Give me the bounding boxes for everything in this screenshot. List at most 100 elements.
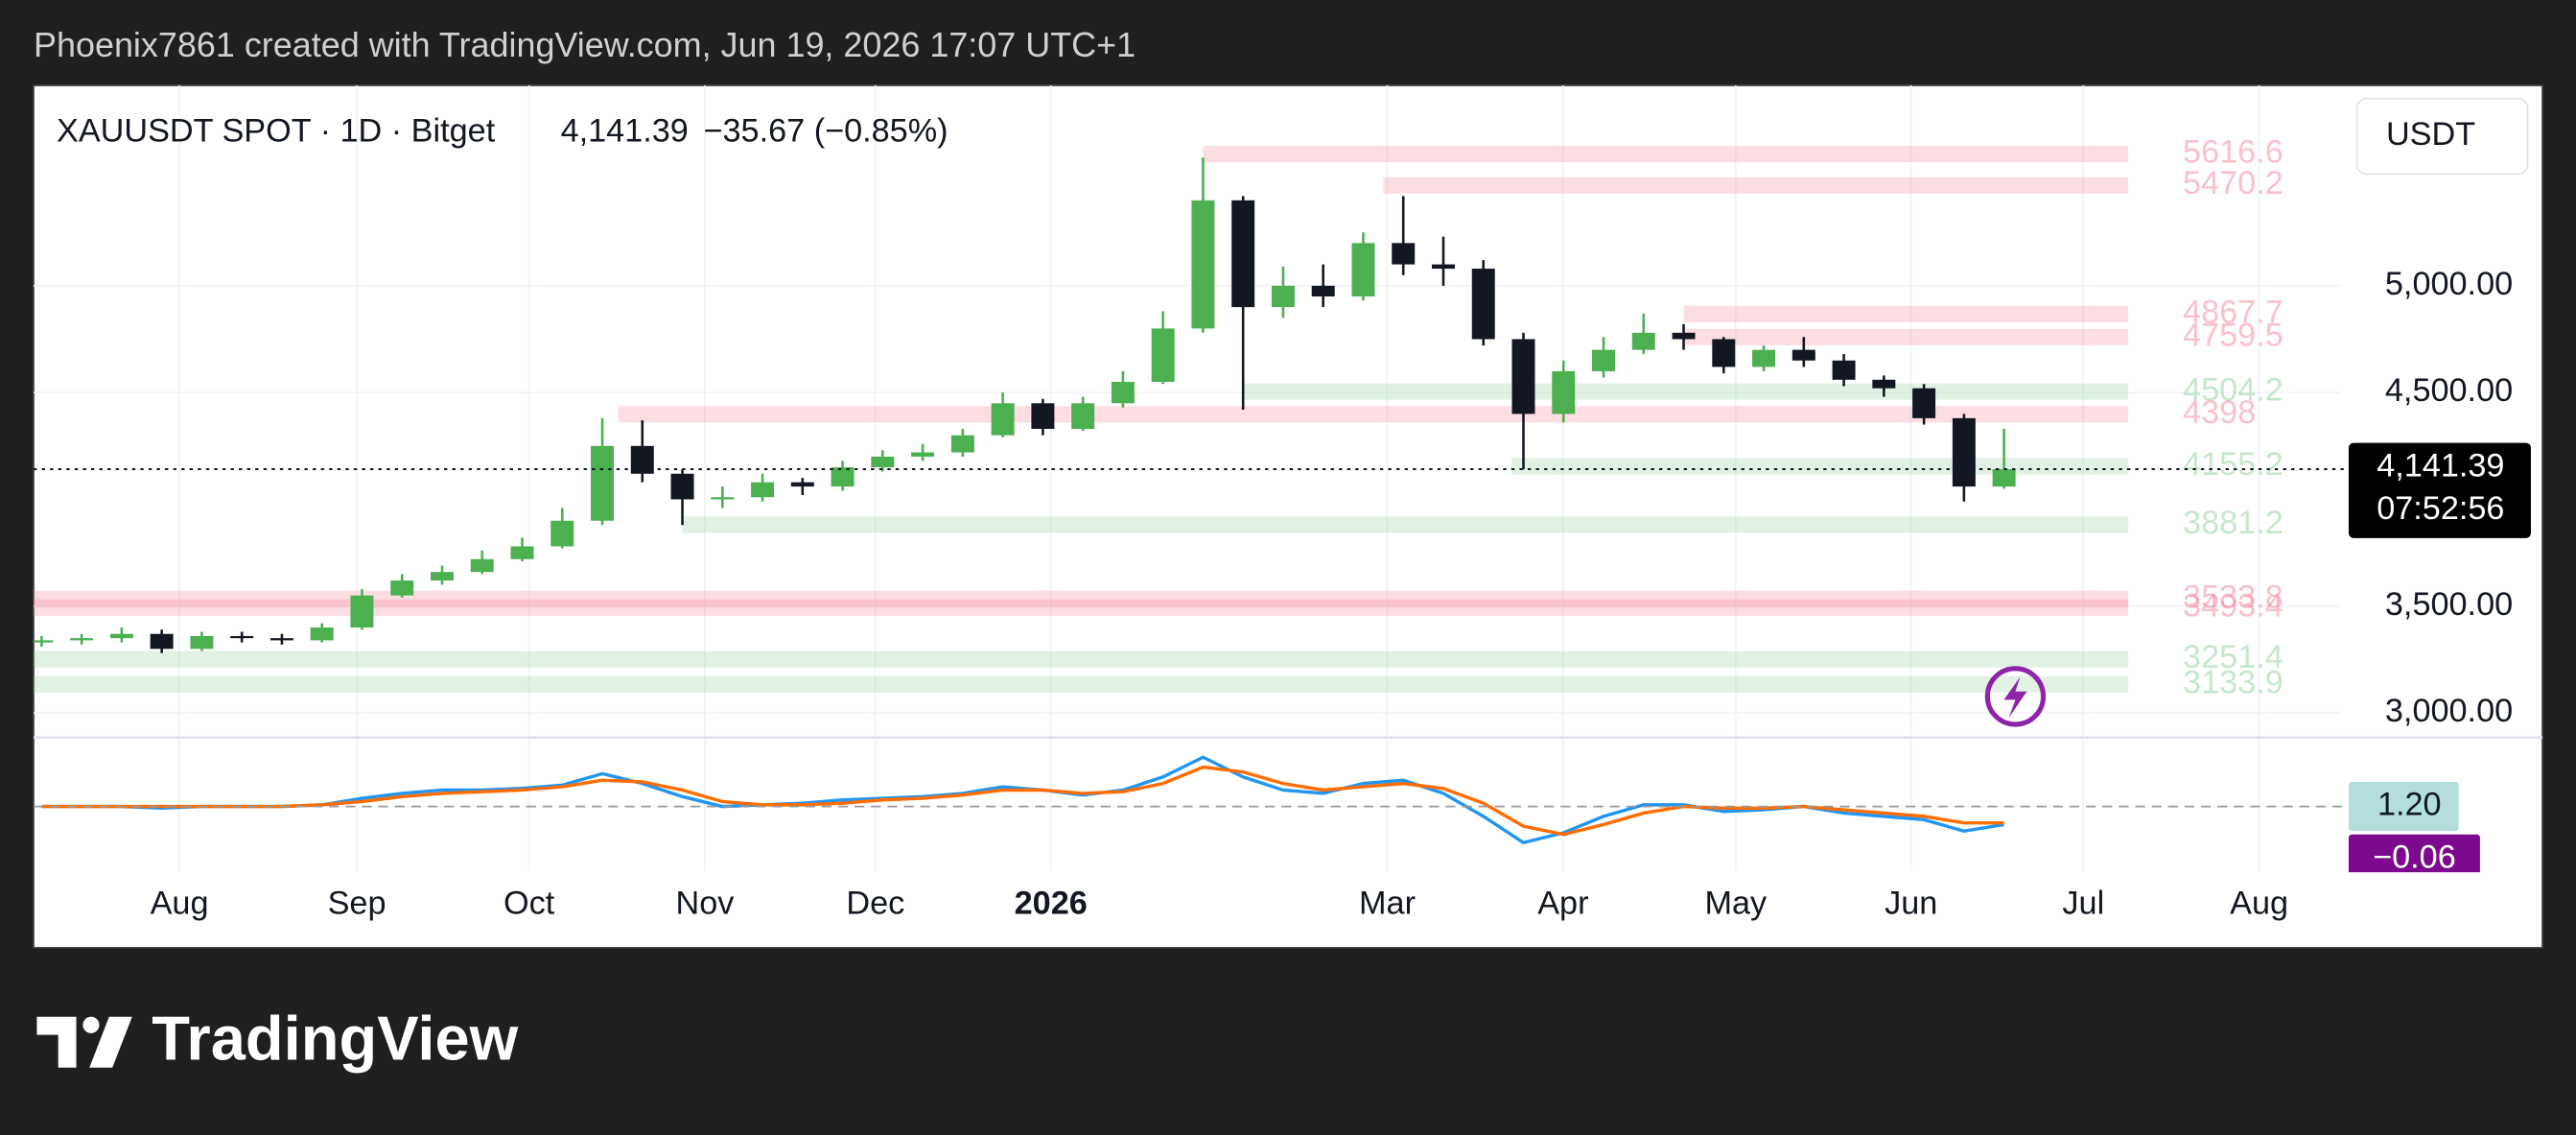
candle-body bbox=[831, 467, 855, 487]
symbol: XAUUSDT SPOT · 1D · Bitget bbox=[57, 113, 496, 150]
x-tick-label: Aug bbox=[2230, 885, 2288, 921]
candle-body bbox=[1351, 243, 1375, 296]
zone-label: 3533.8 bbox=[2183, 579, 2283, 615]
candle-body bbox=[670, 473, 694, 500]
candle-body bbox=[1431, 264, 1455, 270]
candle-body bbox=[34, 640, 54, 643]
zone bbox=[1383, 177, 2129, 194]
candle-body bbox=[1031, 403, 1055, 430]
currency-button[interactable] bbox=[2355, 97, 2529, 176]
candle-body bbox=[911, 452, 935, 457]
candle-body bbox=[1191, 200, 1215, 329]
candle-body bbox=[1672, 332, 1696, 340]
macd-label-bg bbox=[2348, 781, 2459, 832]
alert-icon-bolt bbox=[2003, 676, 2027, 719]
candle-body bbox=[510, 546, 534, 559]
candle-body bbox=[871, 456, 895, 468]
macd-label: −0.06 bbox=[2373, 839, 2456, 875]
zone bbox=[34, 675, 2129, 693]
x-tick-label: Nov bbox=[675, 885, 734, 921]
logo bbox=[36, 1016, 132, 1068]
candle-body bbox=[1471, 269, 1495, 340]
x-tick-label: Aug bbox=[151, 885, 209, 921]
zone-label: 4759.5 bbox=[2183, 317, 2283, 353]
candle-body bbox=[1752, 349, 1776, 367]
candle-body bbox=[190, 635, 214, 650]
x-tick-label: Oct bbox=[503, 885, 555, 921]
x-tick-label: 2026 bbox=[1015, 885, 1088, 921]
candle-body bbox=[630, 445, 654, 474]
zone bbox=[1683, 328, 2129, 345]
candle-body bbox=[711, 497, 735, 500]
zone bbox=[1243, 383, 2129, 400]
candle-body bbox=[1311, 285, 1335, 296]
candle-body bbox=[1712, 339, 1736, 367]
y-tick-label: 5,000.00 bbox=[2385, 266, 2513, 302]
zone bbox=[34, 650, 2129, 668]
candle-body bbox=[1791, 349, 1815, 361]
x-tick-label: May bbox=[1704, 885, 1768, 921]
countdown: 07:52:56 bbox=[2377, 490, 2504, 527]
zone-label: 4504.2 bbox=[2183, 371, 2283, 408]
candle-body bbox=[1832, 360, 1856, 380]
zone-label: 3881.2 bbox=[2183, 505, 2283, 541]
candle-body bbox=[390, 580, 414, 596]
zone-label: 4867.7 bbox=[2183, 294, 2283, 330]
zone-label: 4155.2 bbox=[2183, 446, 2283, 483]
logo-mark bbox=[82, 1016, 100, 1033]
zone-label: 5470.2 bbox=[2183, 165, 2283, 201]
zone-label: 3251.4 bbox=[2183, 639, 2283, 675]
logo-mark bbox=[36, 1016, 77, 1068]
zone bbox=[34, 599, 2129, 616]
candle-body bbox=[70, 638, 94, 641]
brand: TradingView bbox=[152, 1003, 518, 1073]
candle-body bbox=[430, 572, 454, 581]
zone bbox=[34, 590, 2129, 607]
zone bbox=[682, 516, 2129, 533]
zone bbox=[1203, 146, 2129, 163]
candle-body bbox=[1231, 200, 1255, 308]
candle-body bbox=[991, 403, 1015, 436]
currency-label[interactable]: USDT bbox=[2386, 116, 2475, 153]
zone-label: 4398 bbox=[2183, 394, 2256, 431]
x-tick-label: Jun bbox=[1885, 885, 1937, 921]
chart-frame bbox=[33, 84, 2543, 949]
candle-body bbox=[1631, 332, 1655, 350]
zone bbox=[618, 406, 2129, 423]
alert-icon[interactable] bbox=[1984, 666, 2047, 727]
x-tick-label: Mar bbox=[1359, 885, 1416, 921]
zone-label: 3133.9 bbox=[2183, 664, 2283, 700]
candle-body bbox=[1552, 370, 1576, 414]
zone-label: 5616.6 bbox=[2183, 134, 2283, 171]
last-price: 4,141.39 bbox=[561, 113, 689, 150]
candle-body bbox=[950, 435, 974, 453]
candle-body bbox=[1071, 403, 1095, 430]
macd-labels: 1.20 −0.06 bbox=[2348, 781, 2480, 875]
candle-body bbox=[269, 638, 293, 641]
candle-body bbox=[150, 633, 174, 650]
candle-body bbox=[550, 520, 574, 547]
x-tick-label: Apr bbox=[1537, 885, 1588, 921]
zone bbox=[1683, 305, 2129, 322]
candle-body bbox=[310, 627, 334, 641]
candle-body bbox=[790, 482, 814, 487]
candle-body bbox=[1992, 468, 2016, 487]
price-label: 4,141.39 bbox=[2377, 447, 2504, 484]
x-tick-label: Dec bbox=[846, 885, 904, 921]
candle-body bbox=[1111, 382, 1135, 404]
candle-body bbox=[1592, 349, 1615, 371]
candle-body bbox=[109, 633, 133, 639]
macd-label-bg bbox=[2348, 834, 2480, 873]
price-label-bg bbox=[2348, 442, 2531, 538]
zone bbox=[1510, 458, 2129, 475]
macd-line bbox=[41, 765, 2004, 837]
candle-body bbox=[591, 445, 614, 521]
y-tick-label: 3,500.00 bbox=[2385, 586, 2513, 623]
candle-body bbox=[1952, 417, 1976, 487]
candle-body bbox=[1912, 388, 1936, 418]
candle-body bbox=[1392, 243, 1416, 265]
